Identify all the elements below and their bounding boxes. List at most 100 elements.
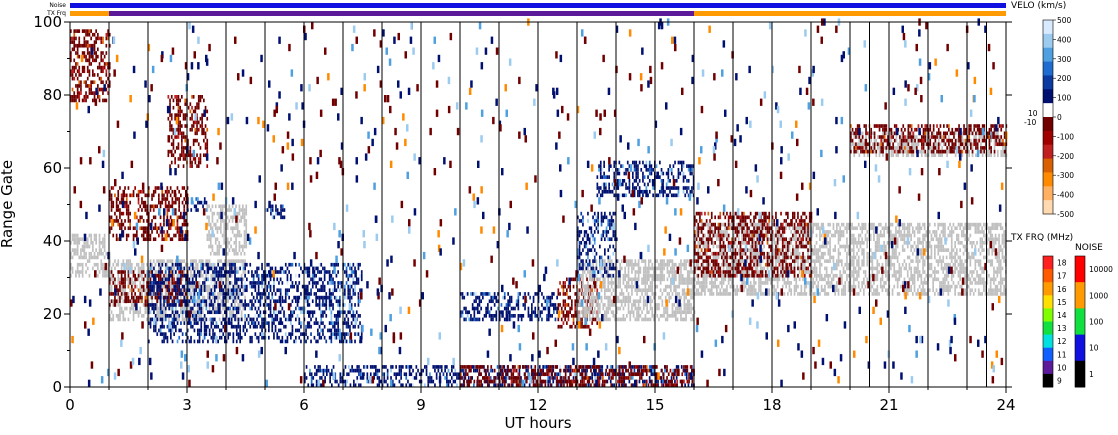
echo-cell	[286, 266, 289, 271]
echo-cell	[230, 226, 232, 231]
echo-cell	[173, 317, 175, 322]
echo-cell	[600, 237, 603, 242]
echo-cell	[631, 270, 633, 274]
echo-cell	[577, 255, 579, 260]
echo-cell	[238, 230, 241, 234]
echo-cell	[246, 303, 248, 307]
echo-cell	[167, 153, 170, 158]
echo-cell	[629, 299, 632, 304]
echo-cell	[142, 233, 145, 238]
echo-cell	[171, 281, 174, 285]
echo-cell	[268, 314, 270, 318]
echo-cell	[233, 251, 236, 256]
echo-cell	[112, 314, 115, 318]
echo-cell	[139, 215, 142, 220]
echo-cell	[345, 324, 348, 329]
echo-cell	[170, 328, 172, 333]
echo-cell	[610, 281, 613, 285]
echo-cell	[476, 306, 479, 311]
echo-cell	[582, 237, 584, 242]
echo-cell	[109, 284, 111, 289]
echo-cell	[178, 215, 180, 220]
echo-cell	[531, 303, 533, 307]
echo-cell	[220, 284, 223, 289]
echo-cell	[251, 321, 253, 325]
echo-cell	[186, 204, 189, 209]
echo-cell	[617, 317, 620, 322]
echo-cell	[635, 160, 638, 165]
echo-cell	[649, 306, 652, 311]
echo-cell	[613, 164, 616, 168]
echo-cell	[654, 273, 657, 278]
echo-cell	[668, 262, 670, 267]
echo-cell	[612, 314, 615, 318]
echo-cell	[325, 339, 328, 344]
echo-cell	[219, 266, 221, 271]
echo-cell	[603, 182, 605, 187]
echo-cell	[169, 222, 172, 227]
echo-cell	[200, 259, 202, 263]
echo-cell	[177, 98, 180, 103]
echo-cell	[237, 317, 240, 322]
echo-cell	[276, 288, 279, 293]
echo-cell	[217, 266, 219, 271]
echo-cell	[139, 284, 142, 289]
echo-cell	[578, 248, 581, 252]
echo-cell	[710, 277, 713, 282]
echo-cell	[81, 244, 84, 249]
echo-cell	[288, 270, 290, 274]
echo-cell	[746, 288, 749, 293]
echo-cell	[240, 299, 243, 304]
echo-cell	[183, 317, 186, 322]
echo-cell	[724, 233, 727, 238]
echo-cell	[244, 303, 246, 307]
echo-cell	[330, 292, 333, 296]
echo-cell	[597, 211, 599, 216]
echo-cell	[685, 262, 687, 267]
echo-cell	[360, 288, 363, 293]
echo-cell	[686, 273, 689, 278]
echo-cell	[587, 324, 590, 329]
echo-cell	[632, 314, 635, 318]
echo-cell	[596, 292, 599, 296]
echo-cell	[202, 266, 204, 271]
echo-cell	[273, 281, 275, 285]
echo-cell	[206, 164, 209, 168]
echo-cell	[122, 222, 125, 227]
echo-cell	[666, 292, 669, 296]
echo-cell	[191, 306, 194, 311]
echo-cell	[311, 273, 314, 278]
echo-cell	[308, 266, 311, 271]
echo-cell	[171, 288, 174, 293]
echo-cell	[658, 306, 660, 311]
echo-cell	[242, 303, 245, 307]
echo-cell	[678, 306, 681, 311]
echo-cell	[602, 273, 605, 278]
echo-cell	[185, 189, 187, 194]
echo-cell	[352, 310, 355, 315]
echo-cell	[242, 266, 245, 271]
echo-cell	[490, 314, 493, 318]
echo-cell	[141, 292, 143, 296]
echo-cell	[664, 295, 667, 300]
echo-cell	[610, 215, 613, 220]
echo-cell	[125, 204, 128, 209]
echo-cell	[144, 288, 147, 293]
echo-cell	[209, 233, 212, 238]
echo-cell	[606, 189, 609, 194]
echo-cell	[620, 259, 623, 263]
echo-cell	[627, 270, 630, 274]
echo-cell	[110, 186, 113, 190]
echo-cell	[173, 288, 175, 293]
echo-cell	[317, 266, 319, 271]
echo-cell	[159, 310, 162, 315]
echo-cell	[654, 270, 657, 274]
echo-cell	[252, 281, 255, 285]
echo-cell	[234, 303, 236, 307]
echo-cell	[355, 332, 358, 336]
echo-cell	[176, 266, 179, 271]
echo-cell	[131, 193, 133, 198]
echo-cell	[517, 295, 520, 300]
echo-cell	[203, 98, 205, 103]
echo-cell	[102, 273, 104, 278]
